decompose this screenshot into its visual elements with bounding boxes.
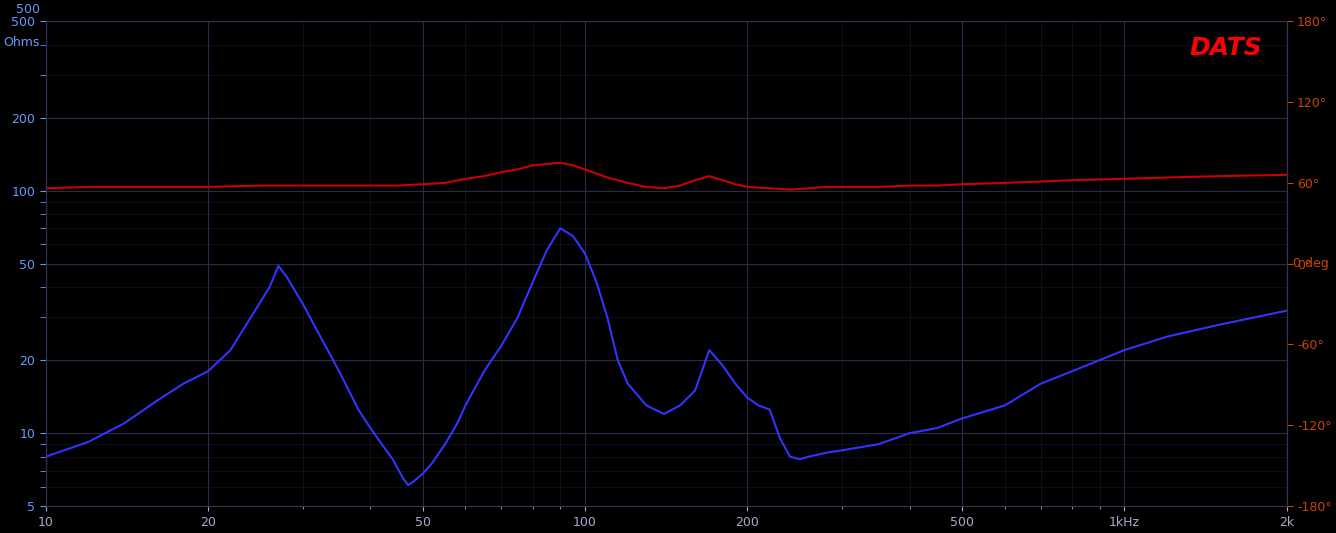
Text: 500: 500: [16, 3, 40, 17]
Text: DATS: DATS: [1189, 36, 1261, 60]
Text: 0 deg: 0 deg: [1293, 257, 1328, 270]
Text: Ohms: Ohms: [3, 36, 40, 49]
